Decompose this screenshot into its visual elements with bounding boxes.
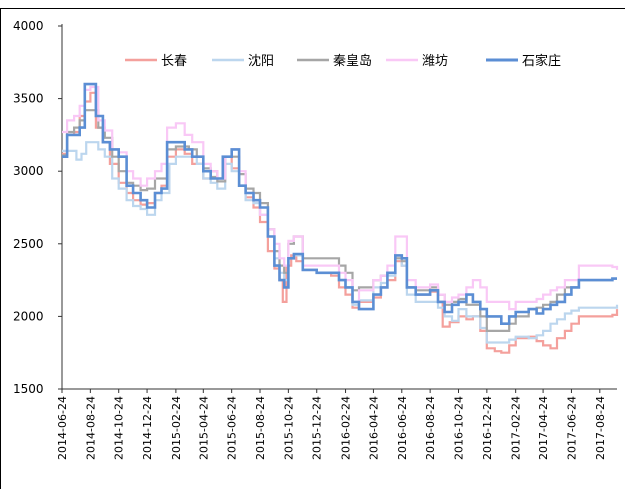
x-tick-label: 2016-12-24: [481, 396, 494, 460]
left-border: [0, 8, 1, 489]
series-3-group: [62, 110, 617, 331]
legend-item-2: 沈阳: [212, 54, 274, 69]
x-tick-label: 2014-12-24: [141, 396, 154, 460]
legend-item-4: 潍坊: [386, 54, 448, 69]
y-tick-label: 2500: [13, 237, 44, 251]
legend-label: 潍坊: [422, 54, 448, 69]
x-tick-label: 2017-02-24: [510, 396, 523, 460]
x-tick-label: 2014-08-24: [84, 396, 97, 460]
x-tick-label: 2016-04-24: [367, 396, 380, 460]
x-tick-label: 2016-08-24: [424, 396, 437, 460]
x-tick-label: 2015-12-24: [311, 396, 324, 460]
y-tick-label: 4000: [13, 19, 44, 33]
legend-label: 沈阳: [248, 54, 274, 69]
y-tick-label: 2000: [13, 309, 44, 323]
legend: 长春 沈阳 秦皇岛 潍坊 石家庄: [125, 53, 561, 69]
x-tick-label: 2015-06-24: [226, 396, 239, 460]
legend-label: 秦皇岛: [333, 53, 372, 69]
y-tick-label: 3500: [13, 92, 44, 106]
legend-item-5: 石家庄: [486, 53, 561, 69]
series-line-3: [62, 110, 617, 331]
x-tick-label: 2015-04-24: [197, 396, 210, 460]
series-lines: [62, 84, 617, 353]
legend-label: 石家庄: [522, 53, 561, 69]
x-tick-label: 2016-10-24: [452, 396, 465, 460]
x-tick-label: 2016-06-24: [396, 396, 409, 460]
x-tick-label: 2017-04-24: [537, 396, 550, 460]
x-tick-label: 2016-02-24: [340, 396, 353, 460]
x-tick-label: 2014-06-24: [56, 396, 69, 460]
y-axis: 1500 2000 2500 3000 3500 4000: [13, 19, 62, 396]
y-tick-label: 3000: [13, 164, 44, 178]
x-tick-label: 2017-08-24: [594, 396, 607, 460]
series-2-group: [62, 142, 617, 342]
y-tick-label: 1500: [13, 382, 44, 396]
legend-label: 长春: [161, 54, 187, 69]
series-line-1: [62, 93, 617, 353]
top-border: [0, 8, 625, 9]
legend-item-1: 长春: [125, 54, 187, 69]
legend-item-3: 秦皇岛: [297, 53, 372, 69]
x-axis: 2014-06-24 2014-08-24 2014-10-24 2014-12-24…: [56, 389, 617, 460]
series-line-2: [62, 142, 617, 342]
series-1-group: [62, 93, 617, 353]
x-tick-label: 2014-10-24: [113, 396, 126, 460]
x-tick-label: 2017-06-24: [565, 396, 578, 460]
x-tick-label: 2015-02-24: [170, 396, 183, 460]
x-tick-label: 2015-10-24: [282, 396, 295, 460]
x-tick-label: 2015-08-24: [254, 396, 267, 460]
